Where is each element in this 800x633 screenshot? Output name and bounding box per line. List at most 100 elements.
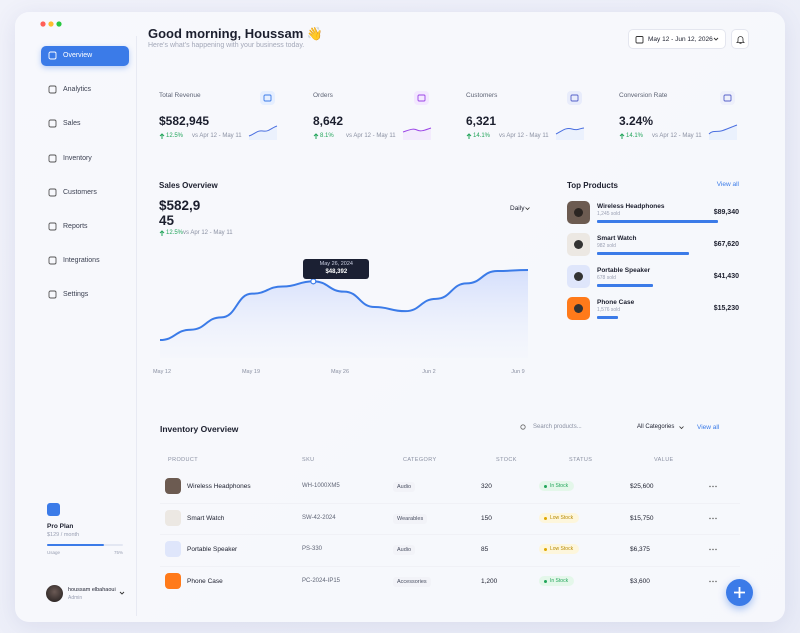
sparkline bbox=[402, 127, 432, 140]
icon bbox=[734, 587, 745, 598]
chevron bbox=[119, 591, 125, 595]
nav-icon bbox=[48, 51, 57, 60]
sparkline-area bbox=[556, 128, 584, 140]
sparkline-area bbox=[403, 128, 431, 140]
nav-item[interactable]: Settings bbox=[41, 285, 129, 305]
icon bbox=[48, 256, 57, 265]
product-name: Portable Speaker bbox=[187, 546, 238, 554]
view-all-link[interactable]: View all bbox=[697, 424, 720, 431]
value: $15,750 bbox=[630, 514, 654, 522]
dot bbox=[715, 485, 717, 488]
status-badge: Low Stock bbox=[539, 512, 580, 523]
product-icon bbox=[574, 208, 583, 217]
kpi-icon bbox=[720, 91, 735, 105]
kpi-compare: vs Apr 12 - May 11 bbox=[346, 133, 396, 139]
kpi-change: 14.1% bbox=[626, 133, 644, 139]
icon bbox=[574, 304, 583, 313]
product-icon bbox=[574, 240, 583, 249]
sparkline bbox=[555, 127, 585, 135]
greeting: Good morning, Houssam 👋 bbox=[148, 26, 324, 41]
date-picker[interactable]: May 12 - Jun 12, 2026 bbox=[628, 29, 726, 49]
x-tick-label: Jun 9 bbox=[511, 369, 524, 375]
row-menu[interactable] bbox=[709, 548, 717, 551]
nav-item[interactable]: Inventory bbox=[41, 149, 129, 169]
arrow bbox=[159, 230, 165, 236]
period-select[interactable]: Daily bbox=[510, 205, 525, 212]
kpi-change: 8.1% bbox=[320, 133, 334, 139]
row-menu[interactable] bbox=[709, 517, 717, 520]
icon bbox=[570, 94, 579, 102]
kpi-value: $582,945 bbox=[159, 114, 210, 128]
nav-item[interactable]: Customers bbox=[41, 183, 129, 203]
add-button[interactable] bbox=[726, 579, 753, 606]
dot bbox=[712, 549, 714, 551]
product-image bbox=[165, 478, 181, 494]
nav-item[interactable]: Reports bbox=[41, 217, 129, 237]
kpi-label: Conversion Rate bbox=[619, 92, 668, 99]
kpi-card: Orders 8,642 8.1% vs Apr 12 - May 11 bbox=[302, 80, 444, 152]
bell-icon bbox=[736, 36, 745, 44]
user-name: houssam elbahaoui bbox=[68, 587, 116, 593]
column-header: STOCK bbox=[496, 457, 517, 463]
kpi-value: 6,321 bbox=[466, 114, 497, 128]
column-header: PRODUCT bbox=[168, 457, 198, 463]
kpi-change: 12.5% bbox=[166, 133, 184, 139]
nav-item[interactable]: Analytics bbox=[41, 80, 129, 100]
up-arrow-icon bbox=[159, 133, 165, 139]
nav-item[interactable]: Sales bbox=[41, 114, 129, 134]
plus-icon bbox=[734, 587, 745, 598]
category-tag: Audio bbox=[393, 482, 416, 492]
product-image bbox=[165, 509, 181, 526]
date-range: May 12 - Jun 12, 2026 bbox=[648, 36, 713, 43]
inventory-card: Inventory Overview Search products... All … bbox=[150, 410, 750, 605]
column-header: VALUE bbox=[654, 457, 674, 463]
icon bbox=[48, 154, 57, 163]
usage-bar bbox=[47, 544, 104, 546]
avatar bbox=[46, 585, 63, 602]
line bbox=[159, 269, 529, 341]
nav-item[interactable]: Overview bbox=[41, 46, 129, 66]
arrow bbox=[619, 133, 625, 139]
plan-card: Pro Plan $129 / month Usage 75% bbox=[41, 496, 129, 565]
icon bbox=[48, 85, 57, 94]
kpi-icon bbox=[567, 91, 582, 105]
kpi-label: Customers bbox=[466, 92, 498, 99]
icon bbox=[723, 94, 732, 102]
usage-percent: 75% bbox=[113, 550, 123, 555]
row-menu[interactable] bbox=[709, 485, 717, 488]
category-filter[interactable]: All Categories bbox=[637, 424, 675, 430]
icon bbox=[736, 36, 745, 44]
nav-item[interactable]: Integrations bbox=[41, 251, 129, 271]
product-icon bbox=[574, 272, 583, 281]
search-icon bbox=[520, 424, 526, 430]
sidebar bbox=[33, 36, 137, 616]
nav-label: Sales bbox=[63, 120, 81, 128]
dot bbox=[709, 549, 711, 551]
sparkline bbox=[555, 127, 585, 140]
user-card[interactable]: houssam elbahaoui Admin bbox=[41, 578, 129, 610]
chevron bbox=[679, 426, 684, 430]
column-header: CATEGORY bbox=[403, 457, 437, 463]
icon bbox=[635, 36, 644, 44]
status-dot bbox=[544, 580, 547, 584]
usage-label: Usage bbox=[47, 550, 61, 555]
nav-label: Analytics bbox=[63, 86, 92, 94]
sparkline bbox=[708, 124, 738, 140]
usage-track bbox=[47, 544, 123, 546]
up-arrow-icon bbox=[619, 133, 625, 139]
plan-price: $129 / month bbox=[47, 532, 80, 538]
status-dot bbox=[544, 485, 547, 488]
row-menu[interactable] bbox=[709, 580, 717, 583]
sparkline bbox=[708, 124, 738, 135]
product-name: Smart Watch bbox=[597, 235, 637, 242]
arrow bbox=[313, 133, 319, 139]
product-sold: 1,576 sold bbox=[597, 307, 621, 313]
nav-label: Settings bbox=[63, 291, 89, 299]
notifications-button[interactable] bbox=[731, 29, 749, 49]
category-tag: Wearables bbox=[393, 513, 428, 524]
column-header: STATUS bbox=[569, 457, 593, 463]
nav-icon bbox=[48, 85, 57, 94]
search-input[interactable]: Search products... bbox=[533, 424, 582, 430]
status-dot bbox=[544, 548, 547, 552]
view-all-link[interactable]: View all bbox=[716, 181, 739, 188]
